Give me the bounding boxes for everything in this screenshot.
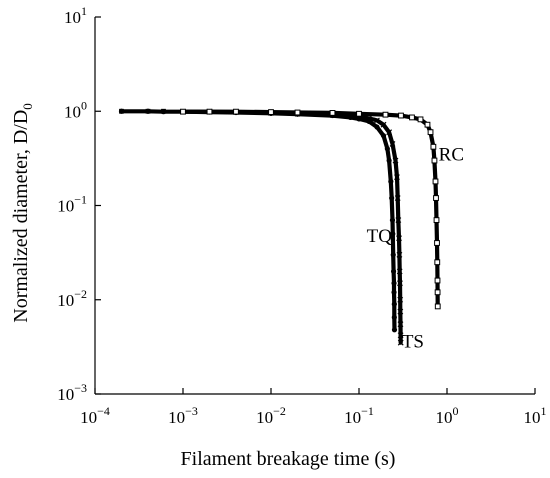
data-point-rc <box>434 240 440 246</box>
series-annotations: TQ TS RC <box>367 145 464 353</box>
data-point-rc <box>356 110 362 117</box>
x-tick-label: 100 <box>436 404 459 427</box>
data-point-rc <box>233 108 239 115</box>
data-point-rc <box>433 217 440 223</box>
data-point-tq <box>389 217 396 223</box>
series-rc <box>180 108 441 310</box>
data-point-tq <box>386 157 392 164</box>
y-axis-label-main: Normalized diameter, D/D <box>10 110 32 323</box>
data-point-ts <box>366 115 372 122</box>
data-point-tq <box>384 146 390 152</box>
data-point-rc <box>430 143 437 150</box>
series-tq <box>118 108 398 333</box>
x-axis-label: Filament breakage time (s) <box>181 448 396 470</box>
data-point-ts <box>380 121 387 128</box>
x-tick-label: 10−2 <box>256 404 286 427</box>
data-point-tq <box>391 314 397 320</box>
data-point-rc <box>424 121 431 128</box>
series-label-rc: RC <box>439 145 464 166</box>
data-point-ts <box>397 296 404 303</box>
data-point-rc <box>180 108 186 115</box>
data-point-ts <box>394 195 401 201</box>
data-point-ts <box>396 268 403 275</box>
data-point-tq <box>374 124 380 130</box>
y-tick-label: 10−1 <box>57 193 87 216</box>
data-point-ts <box>396 235 402 242</box>
x-tick-label: 101 <box>524 404 547 427</box>
data-point-ts <box>397 280 403 287</box>
series-label-tq: TQ <box>367 226 393 247</box>
data-point-rc <box>206 108 213 115</box>
y-tick-label: 101 <box>64 4 87 27</box>
data-point-rc <box>427 129 434 136</box>
y-tick-label: 10−2 <box>57 287 87 310</box>
data-point-ts <box>395 217 402 224</box>
data-point-early <box>119 108 124 114</box>
data-point-rc <box>434 289 441 296</box>
data-point-tq <box>390 252 396 258</box>
data-point-tq <box>391 301 397 307</box>
data-point-rc <box>434 259 441 266</box>
data-point-rc <box>294 109 301 116</box>
data-point-tq <box>391 280 397 286</box>
data-point-early <box>161 108 166 114</box>
data-point-tq <box>391 289 397 295</box>
data-point-ts <box>389 141 396 147</box>
data-marks <box>118 108 441 346</box>
data-point-ts <box>397 332 404 339</box>
data-point-rc <box>417 116 424 123</box>
y-tick-label: 100 <box>64 98 87 121</box>
data-point-ts <box>374 117 380 124</box>
x-tick-label: 10−1 <box>344 404 374 427</box>
data-point-ts <box>397 308 404 315</box>
data-point-rc <box>433 195 439 201</box>
data-point-ts <box>397 339 404 346</box>
data-point-ts <box>397 321 404 328</box>
data-point-tq <box>390 231 396 237</box>
data-point-ts <box>394 174 400 181</box>
data-point-tq <box>391 327 398 333</box>
data-point-rc <box>434 277 441 284</box>
data-point-rc <box>398 112 404 119</box>
data-point-tq <box>390 268 397 274</box>
data-point-rc <box>329 110 336 116</box>
x-tick-label: 10−4 <box>80 404 110 427</box>
y-tick-label: 10−3 <box>57 381 87 404</box>
y-axis-label: Normalized diameter, D/D0 <box>10 103 35 323</box>
data-point-tq <box>380 133 387 139</box>
data-point-ts <box>396 251 403 258</box>
data-point-rc <box>434 303 441 310</box>
data-point-early <box>145 108 151 114</box>
data-point-rc <box>382 111 389 118</box>
x-tick-label: 10−3 <box>168 404 198 427</box>
data-point-rc <box>409 114 415 121</box>
series-band-tq <box>119 109 397 332</box>
y-axis-label-subscript: 0 <box>20 103 35 110</box>
data-point-tq <box>389 195 395 201</box>
data-point-ts <box>386 129 393 136</box>
data-point-rc <box>432 178 439 185</box>
data-point-rc <box>431 157 438 164</box>
series-label-ts: TS <box>402 332 424 353</box>
data-point-rc <box>268 109 274 115</box>
data-point-ts <box>392 157 399 164</box>
data-point-tq <box>388 178 394 185</box>
